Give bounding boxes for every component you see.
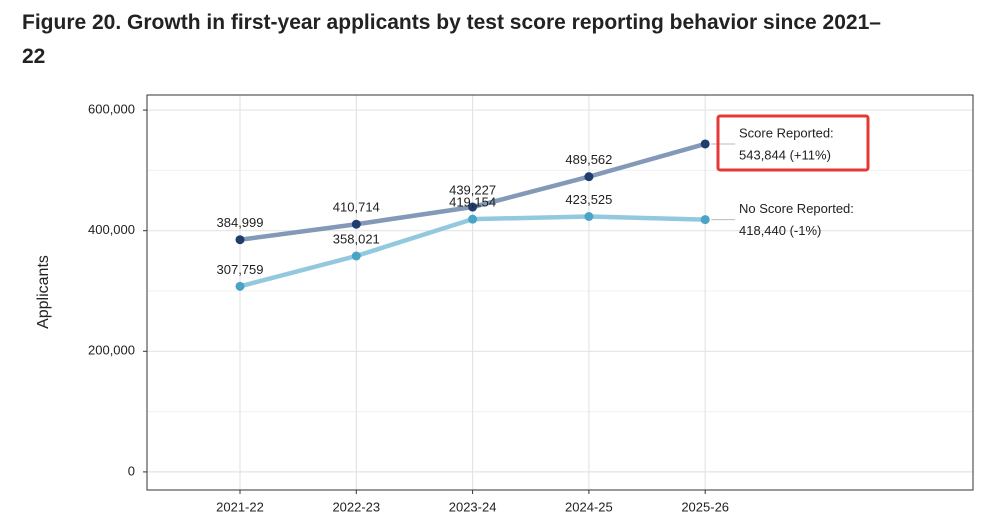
- x-tick-label: 2024-25: [565, 499, 613, 514]
- y-tick-label: 200,000: [88, 343, 135, 358]
- annotation-name: Score Reported:: [739, 125, 834, 140]
- annotation-value: 418,440 (-1%): [739, 223, 821, 238]
- data-label: 384,999: [217, 215, 264, 230]
- data-label: 307,759: [217, 262, 264, 277]
- data-point: [700, 215, 710, 225]
- y-tick-label: 0: [128, 463, 135, 478]
- x-tick-label: 2022-23: [332, 499, 380, 514]
- annotation-highlight: [716, 114, 870, 172]
- data-point: [235, 235, 245, 245]
- x-tick-label: 2023-24: [449, 499, 497, 514]
- data-point: [468, 214, 478, 224]
- data-point: [351, 219, 361, 229]
- y-tick-label: 600,000: [88, 102, 135, 117]
- data-label: 489,562: [565, 152, 612, 167]
- data-label: 439,227: [449, 182, 496, 197]
- chart-title: Figure 20. Growth in first-year applican…: [22, 11, 881, 68]
- y-tick-label: 400,000: [88, 222, 135, 237]
- annotation-name: No Score Reported:: [739, 201, 854, 216]
- x-tick-label: 2025-26: [681, 499, 729, 514]
- x-tick-label: 2021-22: [216, 499, 264, 514]
- data-label: 358,021: [333, 231, 380, 246]
- y-axis-label: Applicants: [35, 255, 52, 329]
- data-point: [700, 139, 710, 149]
- data-label: 423,525: [565, 192, 612, 207]
- data-label: 410,714: [333, 200, 380, 215]
- data-point: [235, 281, 245, 291]
- plot-border: [146, 94, 974, 491]
- data-point: [468, 202, 478, 212]
- data-point: [584, 212, 594, 222]
- data-label: 419,154: [449, 195, 496, 210]
- annotation-value: 543,844 (+11%): [739, 147, 831, 162]
- data-point: [584, 172, 594, 182]
- data-point: [351, 251, 361, 261]
